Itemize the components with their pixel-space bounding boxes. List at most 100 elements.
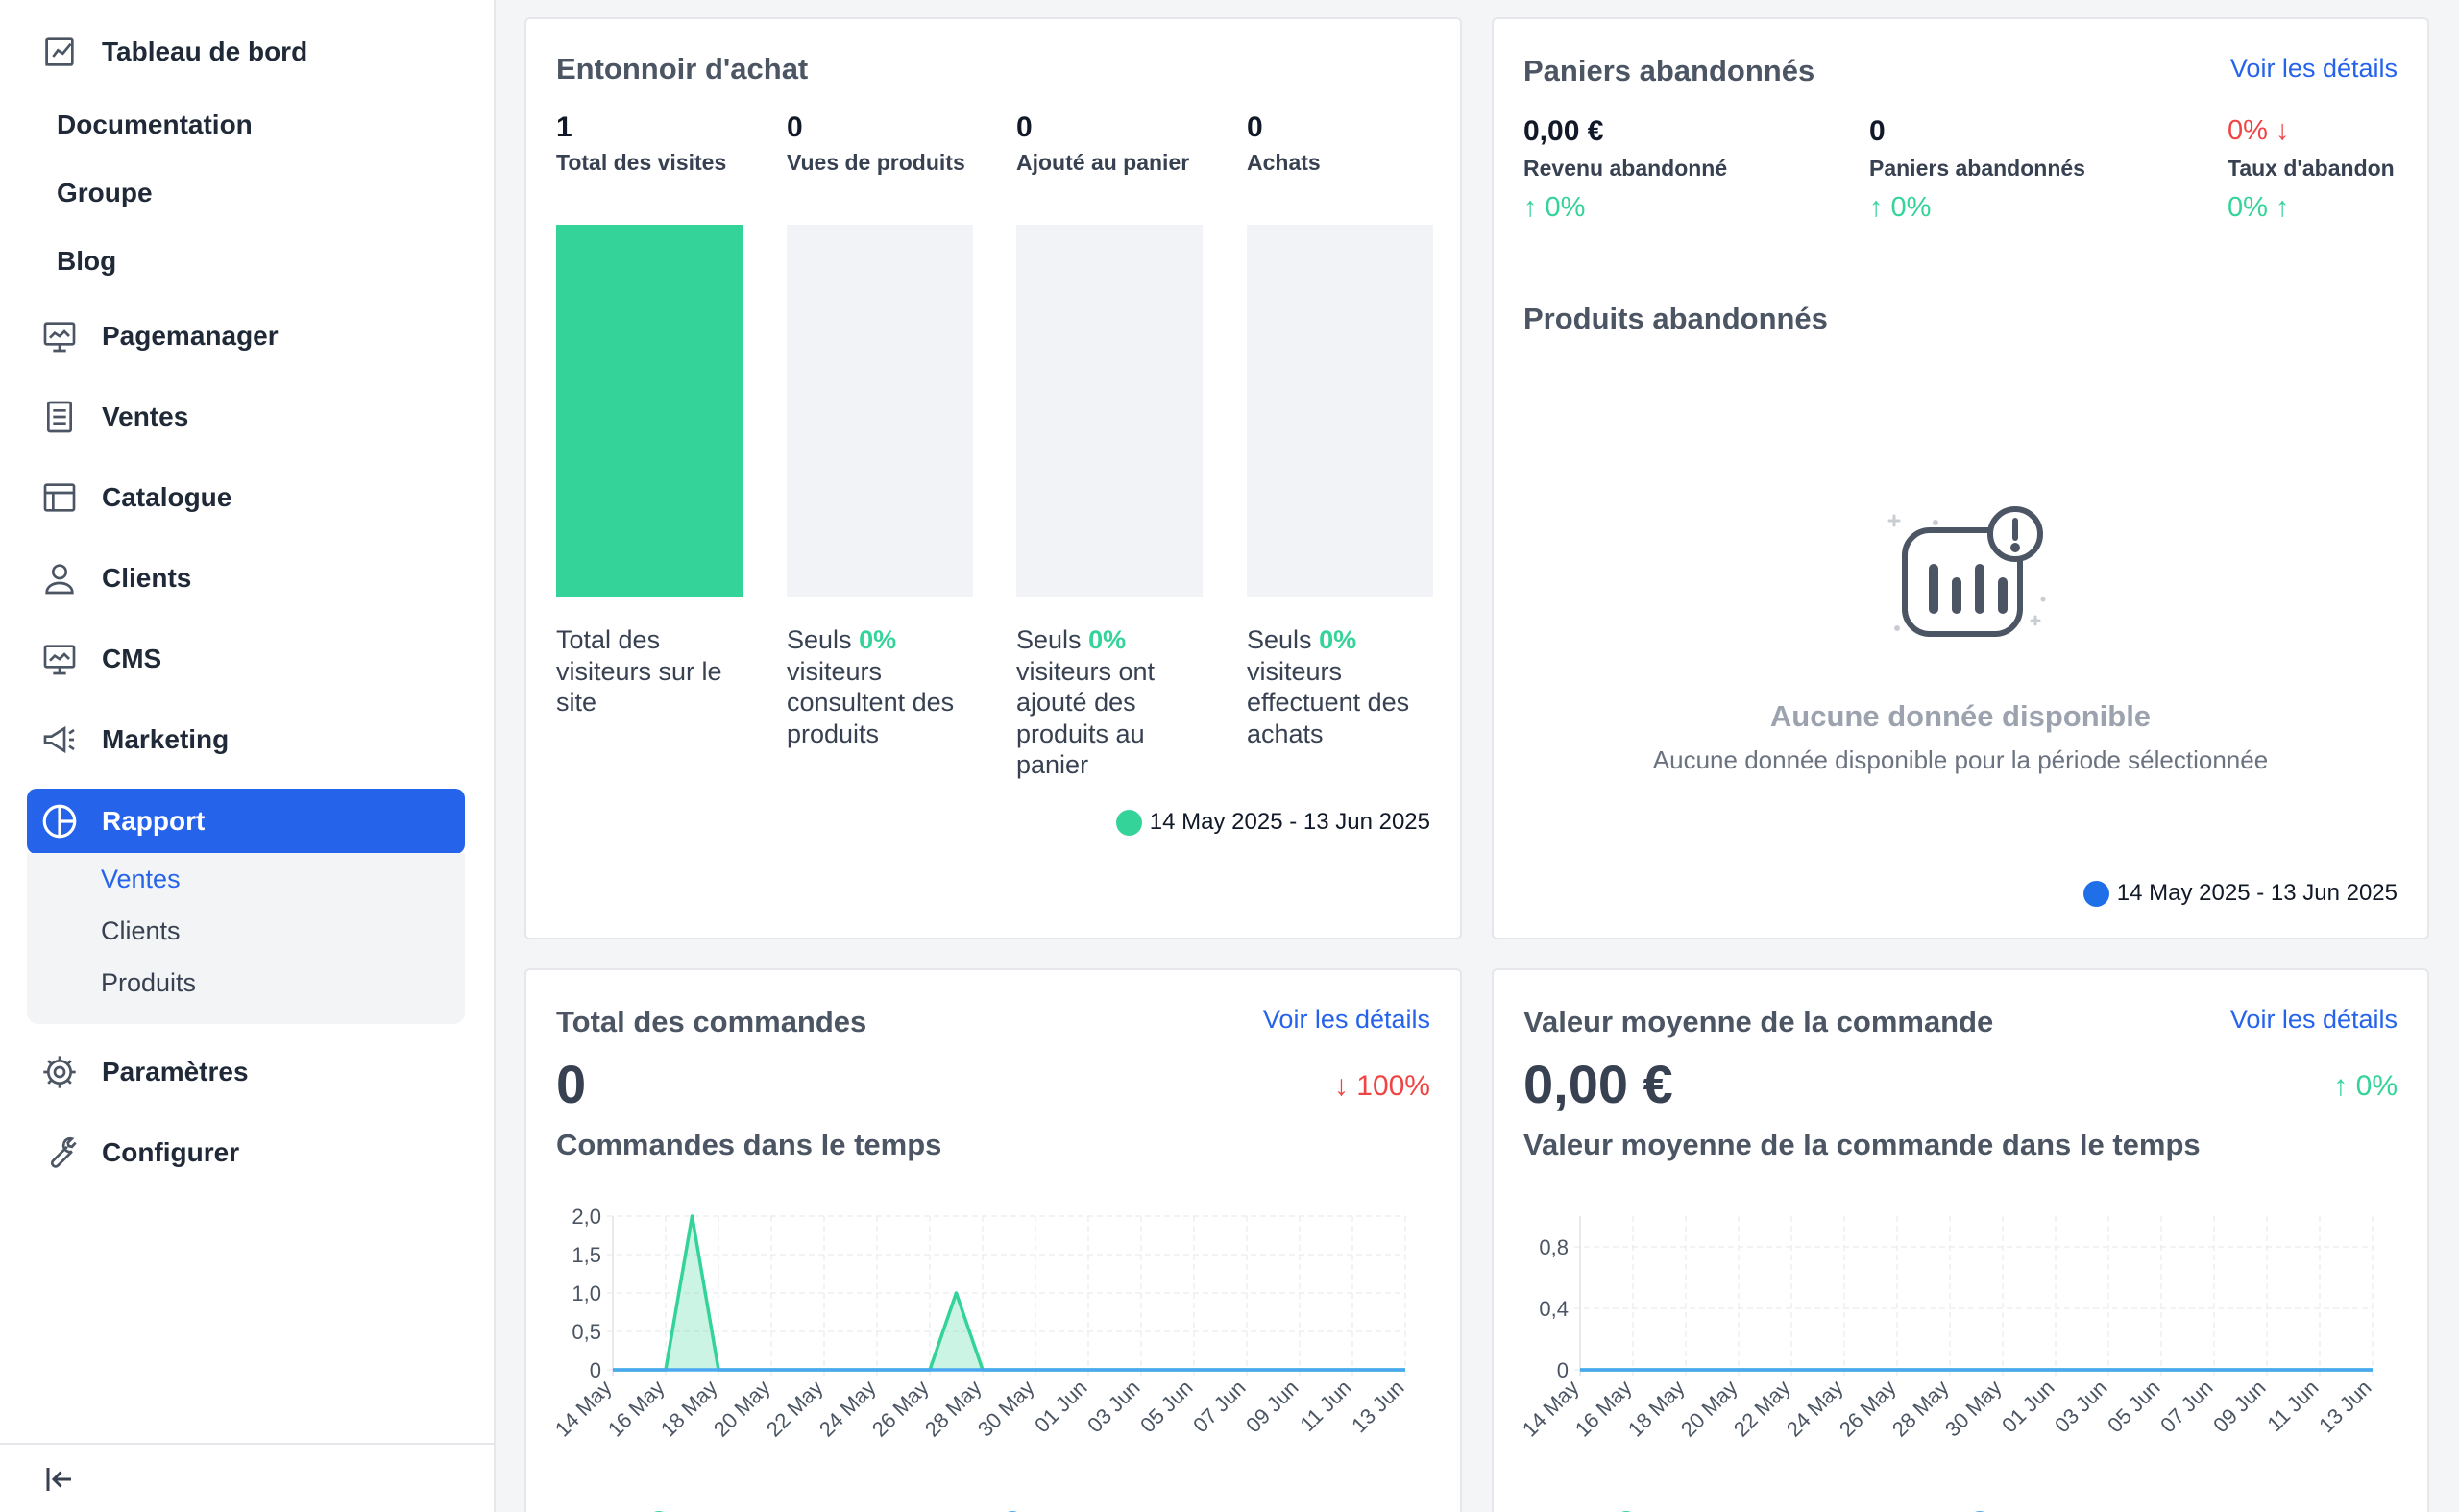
- legend-dot: [1115, 809, 1142, 836]
- x-tick-label: 24 May: [815, 1376, 881, 1442]
- funnel-label: Ajouté au panier: [1016, 150, 1190, 175]
- sidebar-item-label: Clients: [102, 563, 192, 593]
- funnel-bar-fill: [556, 225, 743, 597]
- x-tick-label: 14 May: [550, 1376, 617, 1442]
- y-tick-label: 0: [1557, 1358, 1569, 1382]
- empty-chart-icon: [1878, 494, 2051, 662]
- legend-label: 14 May 2025 - 13 Jun 2025: [1149, 809, 1430, 835]
- x-tick-label: 05 Jun: [1135, 1376, 1197, 1437]
- sidebar-item-cms[interactable]: CMS: [27, 626, 465, 692]
- stat-change: ↑ 0%: [1869, 192, 1932, 223]
- abandoned-carts-card: Paniers abandonnés Voir les détails 0,00…: [1492, 17, 2429, 939]
- layout-icon: [38, 476, 81, 519]
- card-title: Valeur moyenne de la commande: [1523, 1005, 1994, 1038]
- chart-line-icon: [38, 31, 81, 73]
- rapport-submenu: Ventes Clients Produits: [27, 853, 465, 1024]
- collapse-left-icon[interactable]: [40, 1462, 79, 1501]
- x-tick-label: 30 May: [973, 1376, 1039, 1442]
- x-tick-label: 20 May: [709, 1376, 775, 1442]
- chart-subtitle: Commandes dans le temps: [556, 1128, 942, 1161]
- series-area: [613, 1216, 1405, 1370]
- x-tick-label: 03 Jun: [1083, 1376, 1144, 1437]
- legend-dot: [2082, 880, 2109, 907]
- sidebar-item-documentation[interactable]: Documentation: [57, 110, 253, 139]
- sidebar-item-catalogue[interactable]: Catalogue: [27, 465, 465, 530]
- orders-card: Total des commandes Voir les détails 0 ↓…: [524, 968, 1462, 1512]
- sidebar-item-label: Tableau de bord: [102, 37, 308, 66]
- sidebar-item-tableau-de-bord[interactable]: Tableau de bord: [27, 19, 465, 85]
- funnel-value: 0: [1247, 111, 1263, 143]
- sidebar-item-clients[interactable]: Clients: [27, 546, 465, 611]
- funnel-description: Seuls 0% visiteurs consultent des produi…: [787, 625, 955, 748]
- x-tick-label: 01 Jun: [1030, 1376, 1091, 1437]
- x-tick-label: 09 Jun: [1241, 1376, 1303, 1437]
- y-tick-label: 0,5: [572, 1320, 601, 1344]
- funnel-label: Vues de produits: [787, 150, 965, 175]
- x-tick-label: 16 May: [603, 1376, 670, 1442]
- sidebar: Tableau de bord Documentation Groupe Blo…: [0, 0, 496, 1512]
- wrench-icon: [38, 1132, 81, 1174]
- sidebar-item-groupe[interactable]: Groupe: [57, 178, 153, 207]
- sidebar-item-rapport[interactable]: Rapport: [27, 789, 465, 854]
- sidebar-item-label: Catalogue: [102, 482, 232, 512]
- series-line: [613, 1214, 1405, 1372]
- submenu-item-clients[interactable]: Clients: [101, 916, 181, 945]
- sidebar-item-marketing[interactable]: Marketing: [27, 707, 465, 772]
- sidebar-item-label: Marketing: [102, 724, 230, 754]
- submenu-item-produits[interactable]: Produits: [101, 968, 197, 997]
- y-tick-label: 0,8: [1539, 1235, 1569, 1259]
- aov-value: 0,00 €: [1523, 1054, 1673, 1114]
- details-link[interactable]: Voir les détails: [2229, 1005, 2398, 1034]
- sidebar-item-pagemanager[interactable]: Pagemanager: [27, 304, 465, 369]
- funnel-value: 0: [1016, 111, 1033, 143]
- x-tick-label: 09 Jun: [2208, 1376, 2270, 1437]
- funnel-value: 0: [787, 111, 803, 143]
- x-tick-label: 18 May: [1623, 1376, 1690, 1442]
- stat-value: 0: [1869, 115, 1886, 147]
- y-tick-label: 1,5: [572, 1243, 601, 1267]
- y-tick-label: 1,0: [572, 1281, 601, 1305]
- x-tick-label: 07 Jun: [1188, 1376, 1250, 1437]
- x-tick-label: 14 May: [1518, 1376, 1584, 1442]
- funnel-bar: [787, 225, 973, 597]
- sidebar-item-configurer[interactable]: Configurer: [27, 1120, 465, 1185]
- details-link[interactable]: Voir les détails: [1262, 1005, 1430, 1034]
- products-title: Produits abandonnés: [1523, 302, 1828, 335]
- funnel-description: Seuls 0% visiteurs effectuent des achats: [1247, 625, 1410, 748]
- x-tick-label: 05 Jun: [2103, 1376, 2164, 1437]
- aov-card: Valeur moyenne de la commande Voir les d…: [1492, 968, 2429, 1512]
- sidebar-item-blog[interactable]: Blog: [57, 246, 117, 276]
- x-tick-label: 22 May: [1729, 1376, 1795, 1442]
- stat-label: Revenu abandonné: [1523, 156, 1728, 181]
- x-tick-label: 03 Jun: [2050, 1376, 2111, 1437]
- funnel-label: Total des visites: [556, 150, 727, 175]
- card-title: Total des commandes: [556, 1005, 867, 1038]
- sidebar-item-parametres[interactable]: Paramètres: [27, 1039, 465, 1105]
- funnel-bar: [556, 225, 743, 597]
- chart-subtitle: Valeur moyenne de la commande dans le te…: [1523, 1128, 2201, 1161]
- chart-legend: 14 May 2025 - 13 Jun 2025: [1115, 809, 1430, 836]
- megaphone-icon: [38, 719, 81, 761]
- sidebar-item-label: Ventes: [102, 402, 189, 431]
- x-tick-label: 07 Jun: [2155, 1376, 2217, 1437]
- x-tick-label: 28 May: [1887, 1376, 1954, 1442]
- sidebar-item-label: Pagemanager: [102, 321, 279, 351]
- chart-legend: 14 May 2025 - 13 Jun 2025: [2082, 880, 2398, 907]
- user-icon: [38, 557, 81, 599]
- gear-icon: [38, 1051, 81, 1093]
- sidebar-item-ventes[interactable]: Ventes: [27, 384, 465, 450]
- empty-state-title: Aucune donnée disponible: [1769, 699, 2152, 733]
- pie-chart-icon: [38, 800, 81, 842]
- x-tick-label: 22 May: [762, 1376, 828, 1442]
- sidebar-item-label: Paramètres: [102, 1057, 249, 1086]
- sidebar-footer: [0, 1443, 496, 1512]
- sidebar-item-label: CMS: [102, 644, 162, 673]
- details-link[interactable]: Voir les détails: [2229, 54, 2398, 83]
- empty-state-subtitle: Aucune donnée disponible pour la période…: [1652, 745, 2269, 774]
- x-tick-label: 28 May: [920, 1376, 986, 1442]
- funnel-percent: 0%: [1088, 625, 1127, 654]
- stat-label: Taux d'abandon: [2228, 156, 2395, 181]
- submenu-item-ventes[interactable]: Ventes: [101, 865, 181, 893]
